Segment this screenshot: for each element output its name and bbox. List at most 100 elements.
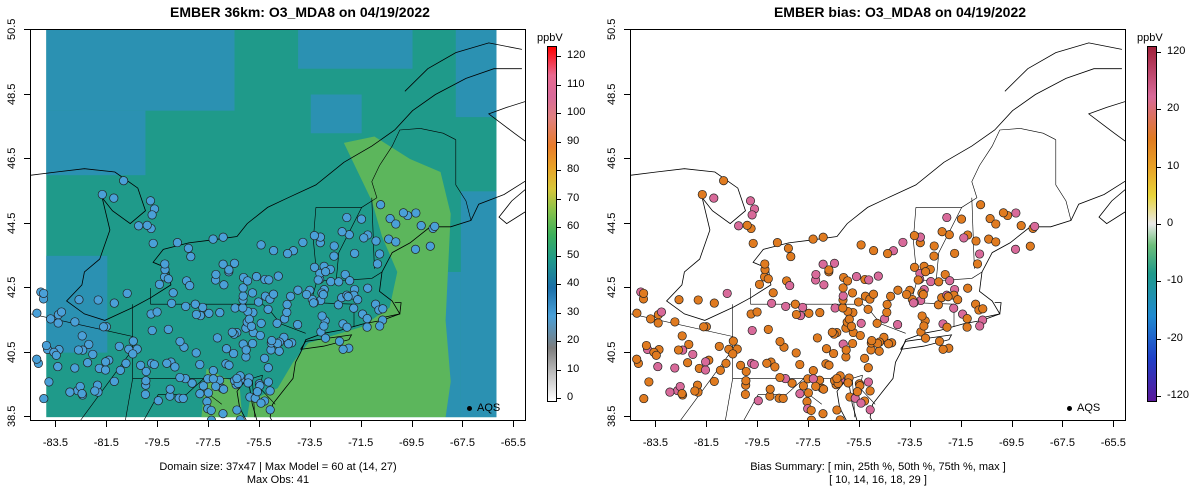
bias-site-marker [811, 381, 821, 391]
obs-site-marker [326, 277, 336, 287]
state-border [1020, 128, 1056, 140]
state-border [315, 128, 421, 208]
obs-site-marker [77, 331, 87, 341]
obs-site-marker [363, 283, 373, 293]
bias-site-marker [976, 200, 986, 210]
obs-site-marker [398, 208, 408, 218]
bias-site-marker [909, 231, 919, 241]
obs-site-marker [145, 196, 156, 206]
bias-site-marker [677, 389, 687, 399]
bias-site-marker [848, 338, 858, 349]
obs-site-marker [224, 360, 234, 370]
obs-site-marker [149, 359, 159, 370]
state-border [971, 197, 975, 269]
bias-site-marker [863, 377, 873, 387]
x-tick-label: -65.5 [500, 437, 526, 449]
x-tick-label: -75.5 [846, 437, 872, 449]
bias-site-marker [709, 193, 719, 203]
x-tick-mark [106, 421, 108, 427]
colorbar-tick-label: 110 [567, 77, 585, 90]
y-tick-label: 40.5 [6, 340, 18, 363]
bias-site-marker [824, 360, 834, 370]
obs-site-marker [175, 372, 185, 383]
obs-site-marker [46, 314, 56, 324]
obs-site-marker [356, 214, 367, 224]
obs-site-marker [251, 272, 262, 282]
x-tick-label: -75.5 [246, 437, 272, 449]
x-tick-mark [655, 421, 657, 427]
obs-site-marker [53, 318, 63, 328]
y-tick-mark [624, 287, 630, 289]
bias-site-marker [753, 396, 763, 406]
y-tick-mark [24, 158, 30, 160]
bias-site-marker [1025, 241, 1035, 251]
bias-site-marker [673, 345, 684, 355]
obs-site-marker [114, 341, 124, 351]
obs-site-marker [208, 234, 218, 244]
obs-site-marker [208, 366, 218, 376]
bias-site-marker [863, 304, 873, 314]
x-tick-mark [411, 421, 413, 427]
x-tick-label: -69.5 [998, 437, 1025, 449]
bias-site-marker [781, 301, 791, 311]
coastline [984, 302, 1002, 318]
bias-site-marker [821, 344, 832, 354]
obs-site-marker [160, 259, 170, 269]
bias-site-marker [795, 389, 805, 399]
colorbar-tick-mark [1157, 338, 1161, 340]
obs-site-marker [416, 221, 426, 231]
obs-site-marker [162, 358, 172, 368]
obs-site-marker [260, 353, 270, 363]
bias-site-marker [709, 298, 719, 308]
state-border [420, 128, 456, 140]
obs-site-marker [343, 292, 353, 302]
obs-site-marker [229, 348, 239, 359]
bias-site-marker [815, 308, 825, 318]
coastline [900, 334, 953, 350]
obs-site-marker [255, 330, 265, 341]
obs-site-marker [153, 396, 163, 406]
bias-site-marker [747, 210, 757, 220]
bias-site-marker [688, 349, 698, 359]
y-tick-label: 40.5 [606, 340, 618, 363]
colorbar-tick-mark [1157, 52, 1161, 53]
coastline [1098, 189, 1125, 225]
obs-site-marker [44, 377, 54, 387]
colorbar-tick-label: -10 [1167, 274, 1183, 287]
model-map [30, 29, 526, 421]
obs-site-marker [376, 200, 386, 210]
obs-site-marker [128, 349, 138, 359]
bias-site-marker [762, 358, 772, 368]
bias-site-marker [937, 227, 947, 237]
colorbar-tick-label: 10 [1167, 159, 1180, 172]
x-tick-mark [1113, 421, 1115, 427]
obs-site-marker [298, 237, 308, 247]
bias-site-marker [853, 297, 864, 307]
bias-site-marker [818, 259, 828, 269]
obs-site-marker [243, 276, 253, 286]
bias-site-marker [991, 219, 1001, 229]
y-tick-mark [24, 222, 30, 224]
obs-site-marker [378, 304, 388, 314]
obs-site-marker [264, 275, 274, 285]
obs-site-marker [84, 339, 94, 349]
obs-site-marker [170, 362, 180, 372]
x-tick-mark [858, 421, 860, 427]
obs-site-marker [342, 212, 352, 223]
bias-site-marker [985, 214, 995, 224]
bias-site-marker [791, 309, 801, 320]
bias-site-marker [715, 365, 725, 375]
obs-site-marker [208, 374, 218, 384]
colorbar-tick-mark [557, 284, 561, 286]
colorbar-tick-label: 10 [567, 362, 580, 375]
y-tick-mark [624, 416, 630, 418]
obs-site-marker [206, 405, 216, 415]
obs-site-marker [267, 336, 277, 346]
bias-site-marker [975, 321, 985, 331]
colorbar-tick-mark [557, 141, 561, 143]
obs-site-marker [320, 333, 331, 343]
coastline [300, 334, 353, 350]
y-tick-label: 44.5 [6, 211, 18, 234]
y-tick-mark [24, 351, 30, 353]
colorbar-tick-label: 120 [567, 49, 586, 62]
